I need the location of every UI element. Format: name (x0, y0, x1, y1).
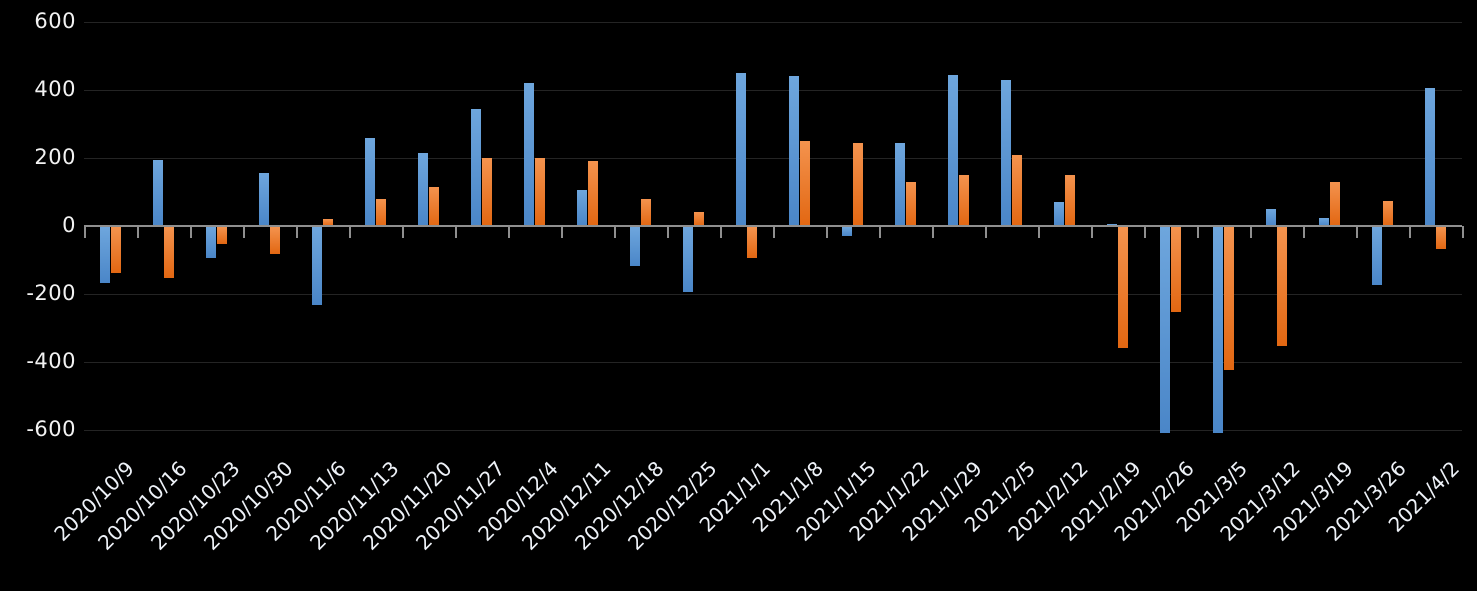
x-axis-tick (1462, 226, 1464, 238)
orange-series-bar-2021/1/22 (906, 181, 916, 226)
x-axis-tick (1197, 226, 1199, 238)
x-axis-tick (190, 226, 192, 238)
orange-series-bar-2020/11/6 (323, 219, 333, 226)
orange-series-bar-2020/11/13 (376, 198, 386, 226)
gridline-y-200 (84, 158, 1462, 159)
blue-series-bar-2020/12/18 (630, 227, 640, 267)
gridline-y--600 (84, 430, 1462, 431)
orange-series-bar-2021/1/15 (853, 142, 863, 226)
orange-series-bar-2021/2/5 (1012, 154, 1022, 226)
blue-series-bar-2021/3/12 (1266, 209, 1276, 226)
orange-series-bar-2020/11/27 (482, 158, 492, 226)
blue-series-bar-2021/1/29 (948, 74, 958, 226)
y-axis-tick-label: -400 (26, 349, 76, 373)
x-axis-tick (84, 226, 86, 238)
x-axis-tick (243, 226, 245, 238)
orange-series-bar-2021/1/8 (800, 141, 810, 226)
blue-series-bar-2020/11/6 (312, 227, 322, 306)
x-axis-tick (932, 226, 934, 238)
orange-series-bar-2021/1/29 (959, 175, 969, 226)
x-axis-tick (1038, 226, 1040, 238)
blue-series-bar-2021/4/2 (1425, 88, 1435, 226)
blue-series-bar-2020/12/25 (683, 227, 693, 292)
orange-series-bar-2021/3/5 (1224, 227, 1234, 370)
x-axis-tick (137, 226, 139, 238)
blue-series-bar-2020/10/9 (100, 227, 110, 284)
blue-series-bar-2020/12/4 (524, 83, 534, 226)
blue-series-bar-2021/1/22 (895, 142, 905, 226)
blue-series-bar-2021/2/5 (1001, 79, 1011, 226)
x-axis-tick (561, 226, 563, 238)
orange-series-bar-2020/11/20 (429, 186, 439, 226)
x-axis-tick (985, 226, 987, 238)
x-axis-tick (296, 226, 298, 238)
gridline-y--200 (84, 294, 1462, 295)
x-axis-tick (455, 226, 457, 238)
y-axis-tick-label: 200 (34, 145, 76, 169)
orange-series-bar-2021/4/2 (1436, 227, 1446, 250)
orange-series-bar-2020/12/11 (588, 161, 598, 226)
y-axis-tick-label: -200 (26, 281, 76, 305)
orange-series-bar-2021/3/19 (1330, 181, 1340, 226)
x-axis-tick (879, 226, 881, 238)
orange-series-bar-2021/3/26 (1383, 200, 1393, 226)
blue-series-bar-2021/3/26 (1372, 227, 1382, 285)
orange-series-bar-2020/10/30 (270, 227, 280, 255)
x-axis-tick (667, 226, 669, 238)
x-axis-tick (1409, 226, 1411, 238)
gridline-y-600 (84, 22, 1462, 23)
orange-series-bar-2020/10/16 (164, 227, 174, 278)
blue-series-bar-2020/11/13 (365, 137, 375, 226)
blue-series-bar-2020/10/23 (206, 227, 216, 258)
orange-series-bar-2020/12/25 (694, 212, 704, 226)
blue-series-bar-2021/1/8 (789, 76, 799, 226)
x-axis-tick (1250, 226, 1252, 238)
x-axis-tick (349, 226, 351, 238)
x-axis-tick (720, 226, 722, 238)
orange-series-bar-2020/12/4 (535, 158, 545, 226)
orange-series-bar-2020/12/18 (641, 198, 651, 226)
x-axis-tick (508, 226, 510, 238)
orange-series-bar-2021/2/19 (1118, 227, 1128, 348)
y-axis-tick-label: 600 (34, 9, 76, 33)
y-axis-tick-label: 400 (34, 77, 76, 101)
orange-series-bar-2021/3/12 (1277, 227, 1287, 346)
x-axis-tick (773, 226, 775, 238)
x-axis-tick (1091, 226, 1093, 238)
blue-series-bar-2021/2/12 (1054, 202, 1064, 226)
blue-series-bar-2021/1/1 (736, 73, 746, 226)
x-axis-tick (1356, 226, 1358, 238)
blue-series-bar-2021/3/5 (1213, 227, 1223, 433)
x-axis-tick (1144, 226, 1146, 238)
orange-series-bar-2020/10/9 (111, 227, 121, 273)
y-axis-tick-label: 0 (62, 213, 76, 237)
x-axis-tick (402, 226, 404, 238)
orange-series-bar-2021/2/12 (1065, 175, 1075, 226)
blue-series-bar-2020/10/16 (153, 159, 163, 226)
x-axis-tick (614, 226, 616, 238)
y-axis-tick-label: -600 (26, 417, 76, 441)
x-axis-tick (826, 226, 828, 238)
x-axis-tick (1303, 226, 1305, 238)
orange-series-bar-2021/1/1 (747, 227, 757, 258)
blue-series-bar-2021/2/26 (1160, 227, 1170, 433)
blue-series-bar-2020/11/20 (418, 152, 428, 226)
blue-series-bar-2020/12/11 (577, 190, 587, 226)
gridline-y--400 (84, 362, 1462, 363)
blue-series-bar-2021/1/15 (842, 227, 852, 236)
orange-series-bar-2021/2/26 (1171, 227, 1181, 312)
blue-series-bar-2020/10/30 (259, 173, 269, 226)
orange-series-bar-2020/10/23 (217, 227, 227, 244)
blue-series-bar-2020/11/27 (471, 108, 481, 226)
blue-series-bar-2021/3/19 (1319, 217, 1329, 226)
gridline-y-400 (84, 90, 1462, 91)
